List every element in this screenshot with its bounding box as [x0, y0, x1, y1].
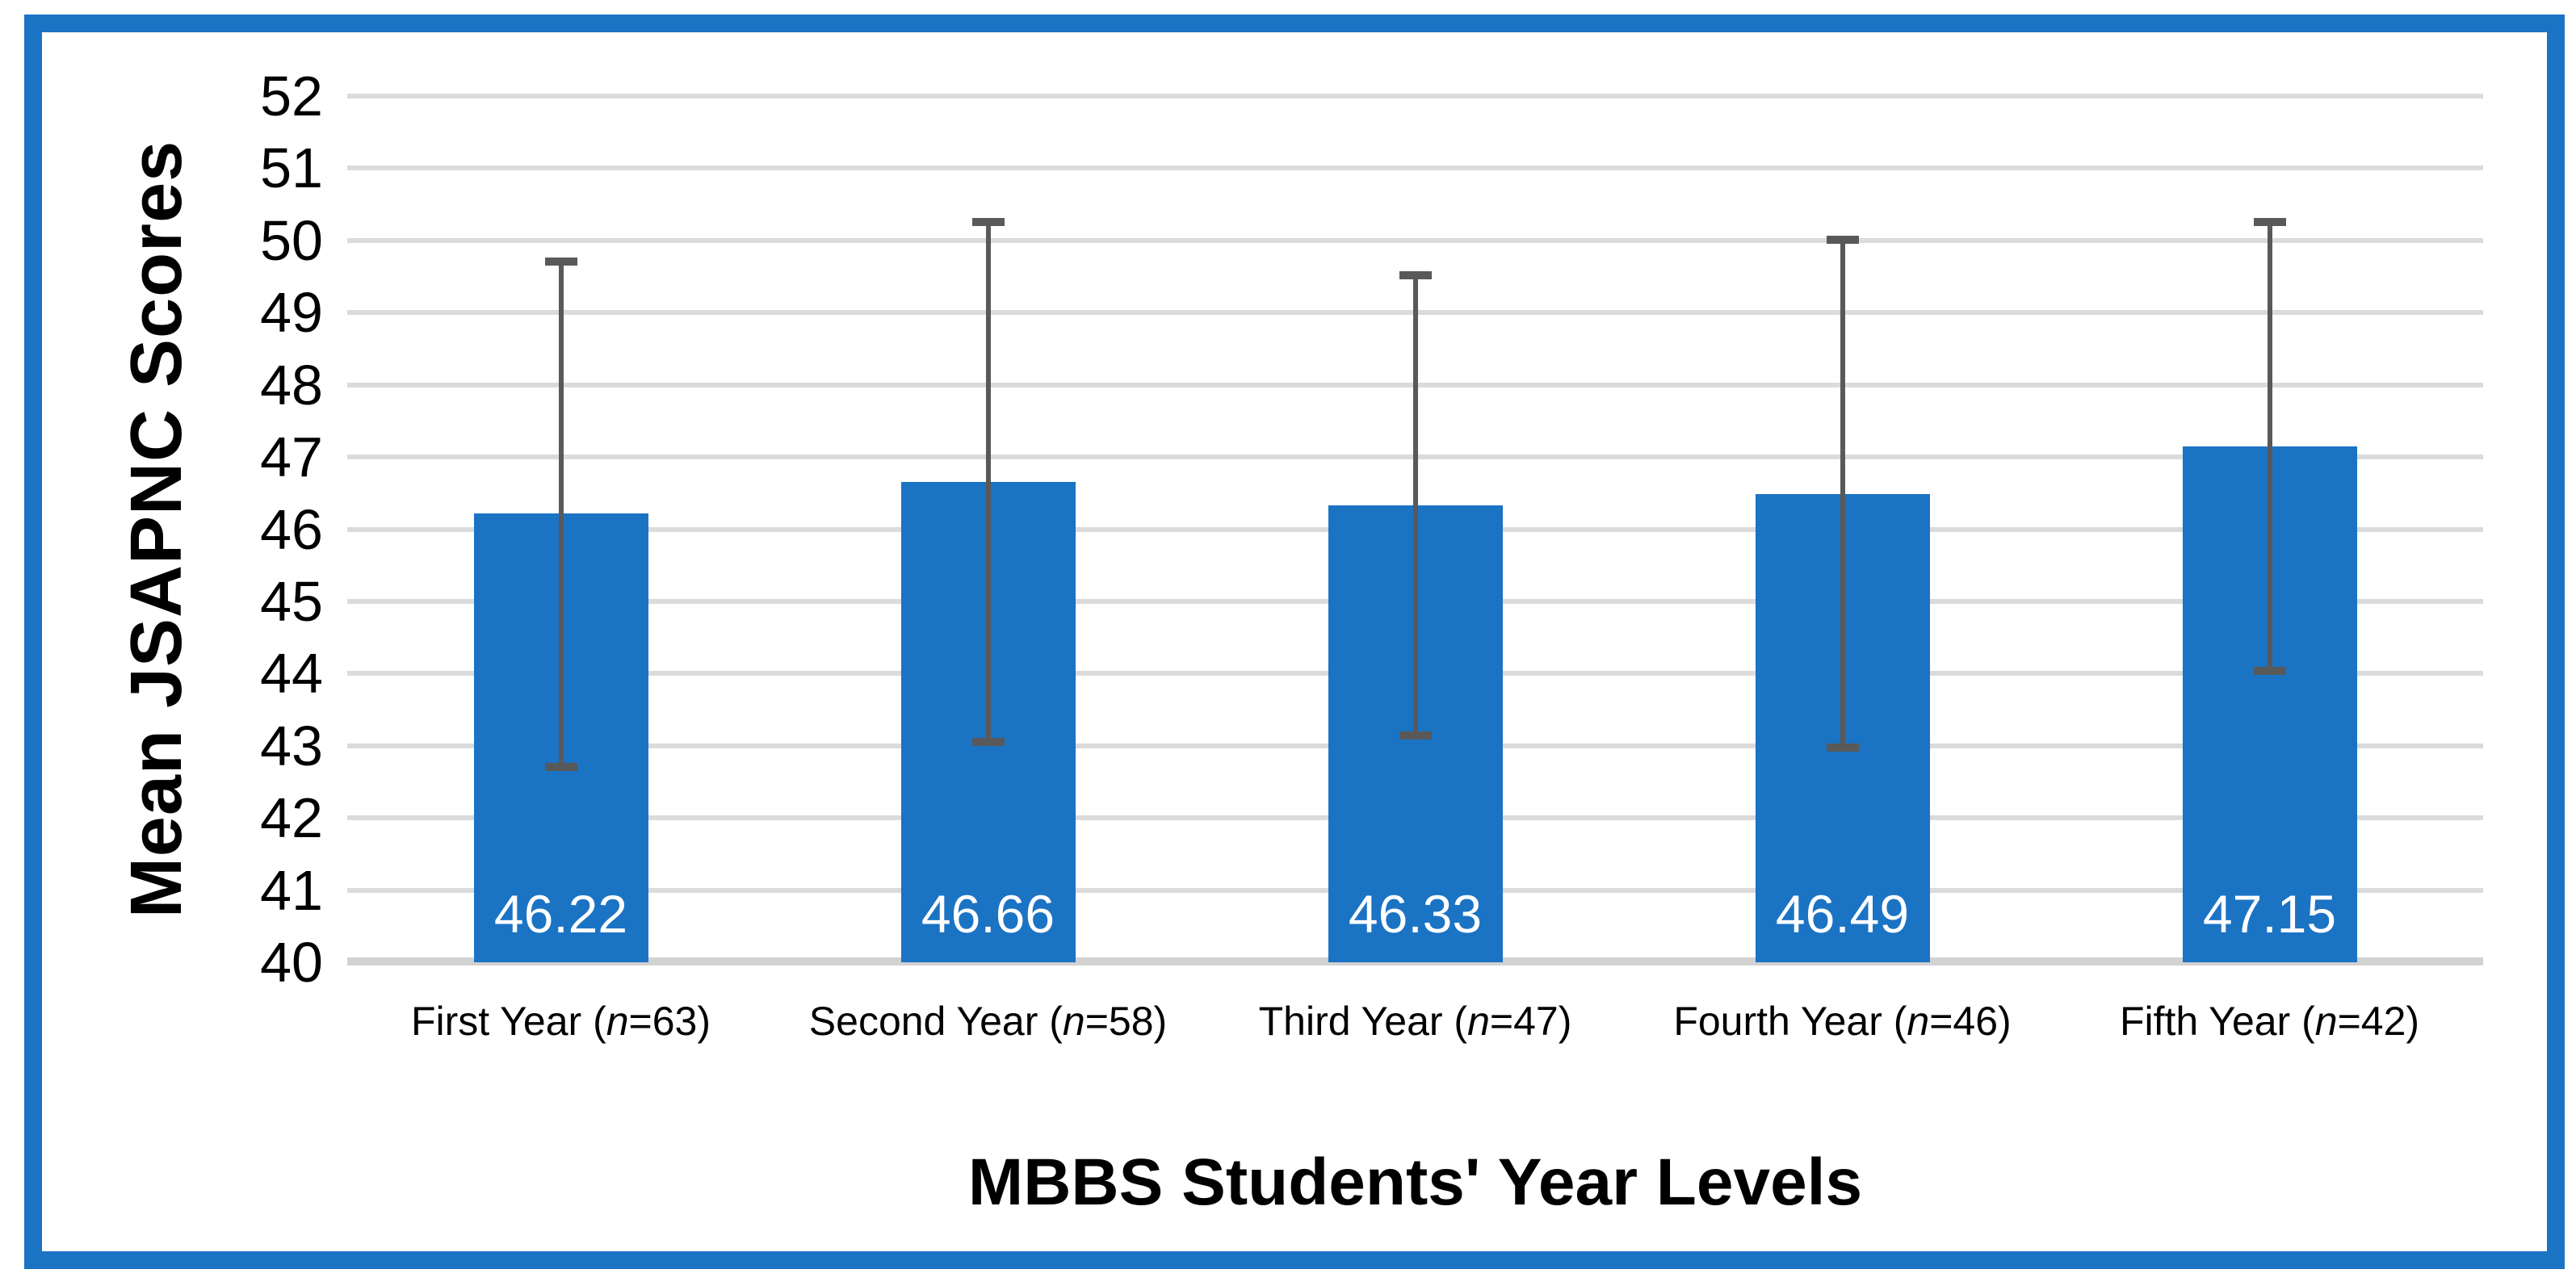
y-tick-label-52: 52 [260, 65, 323, 128]
category-slot-3: 46.33 [1202, 96, 1629, 962]
bar-value-label: 46.66 [921, 884, 1055, 944]
y-axis-tick-labels: 40 41 42 43 44 45 46 47 48 49 50 51 52 [137, 65, 323, 994]
error-bar-stem [985, 222, 991, 743]
category-slot-4: 46.49 [1629, 96, 2056, 962]
category-slot-2: 46.66 [774, 96, 1202, 962]
y-tick-label-48: 48 [260, 353, 323, 417]
error-bar-cap-bottom [544, 762, 577, 771]
y-tick-label-45: 45 [260, 569, 323, 633]
error-bar-cap-bottom [1826, 744, 1859, 752]
x-axis-tick-labels: First Year (n=63) Second Year (n=58) Third… [347, 989, 2483, 1062]
y-tick-label-44: 44 [260, 642, 323, 706]
error-bar-cap-bottom [2253, 666, 2286, 675]
gridline-y50 [347, 237, 2483, 243]
gridline-y52 [347, 94, 2483, 98]
y-tick-label-47: 47 [260, 425, 323, 489]
error-bar-cap-top [544, 257, 577, 266]
error-bar-stem [558, 261, 564, 767]
x-tick-label-2: Second Year (n=58) [808, 999, 1168, 1044]
y-tick-label-42: 42 [260, 786, 323, 850]
y-tick-label-40: 40 [260, 931, 323, 994]
bar-value-label: 46.49 [1775, 884, 1910, 944]
error-bar-cap-top [971, 218, 1005, 227]
bar-value-label: 47.15 [2202, 884, 2337, 944]
y-tick-label-50: 50 [260, 208, 323, 272]
error-bar-stem [2267, 222, 2272, 671]
error-bar-stem [1412, 274, 1418, 736]
error-bar-cap-bottom [971, 738, 1005, 747]
plot-area: 46.22 46.66 46.33 46.49 47.15 [347, 94, 2483, 966]
x-tick-label-1: First Year (n=63) [410, 999, 711, 1044]
error-bar-cap-bottom [1399, 731, 1432, 740]
x-axis-title-text: MBBS Students' Year Levels [967, 1146, 1863, 1219]
x-tick-label-4: Fourth Year (n=46) [1673, 999, 2012, 1044]
error-bar-cap-top [2253, 218, 2286, 227]
error-bar-cap-top [1826, 235, 1859, 244]
y-tick-label-41: 41 [260, 858, 323, 922]
error-bar-cap-top [1399, 270, 1432, 279]
x-axis-title: MBBS Students' Year Levels [347, 1145, 2483, 1221]
error-bar-stem [1840, 239, 1845, 748]
y-tick-label-51: 51 [260, 136, 323, 200]
category-slot-5: 47.15 [2056, 96, 2483, 962]
y-tick-label-43: 43 [260, 714, 323, 777]
y-tick-label-46: 46 [260, 497, 323, 561]
category-slot-1: 46.22 [347, 96, 774, 962]
x-tick-label-3: Third Year (n=47) [1258, 999, 1572, 1044]
y-tick-label-49: 49 [260, 281, 323, 345]
x-tick-label-5: Fifth Year (n=42) [2119, 999, 2420, 1044]
bar-value-label: 46.22 [493, 884, 628, 944]
bar-value-label: 46.33 [1348, 884, 1483, 944]
gridline-y51 [347, 165, 2483, 171]
